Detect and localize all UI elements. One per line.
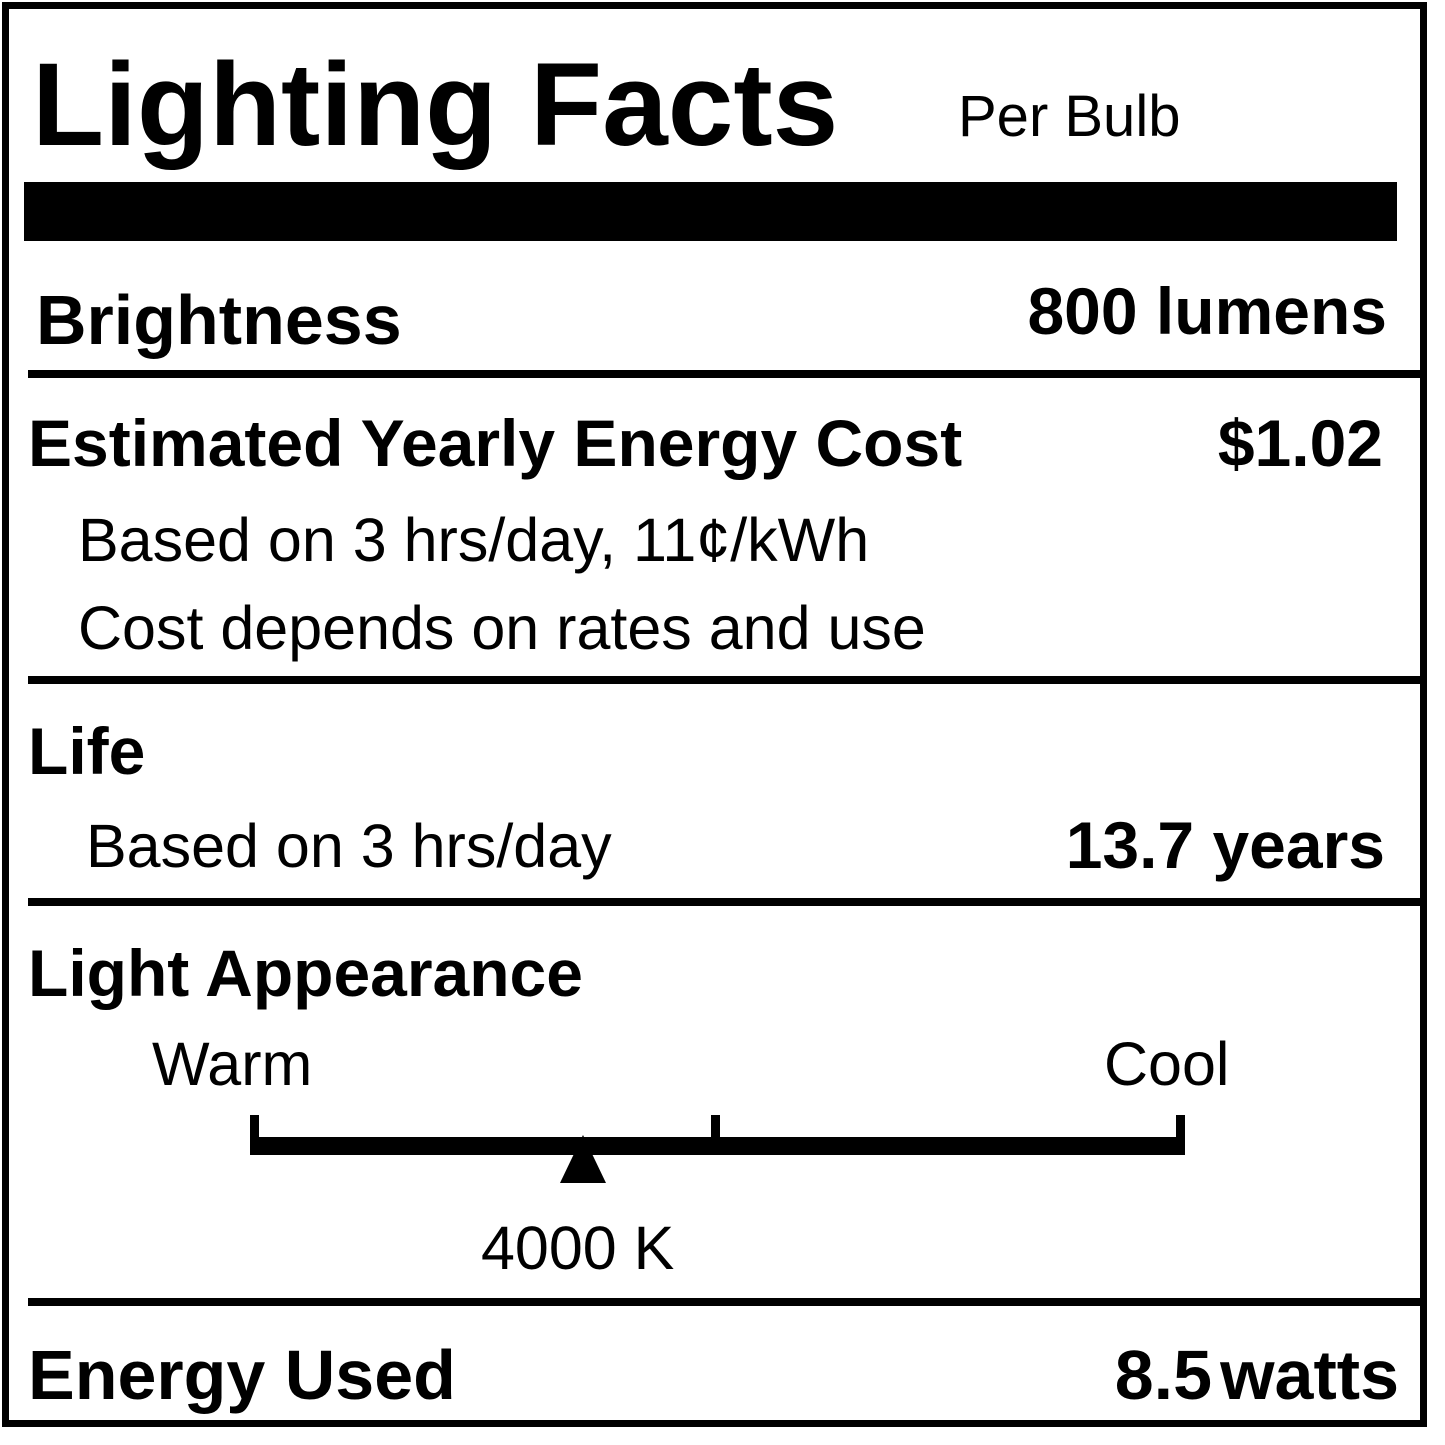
scale-tick-left (250, 1115, 259, 1155)
color-temperature-scale (250, 1115, 1185, 1183)
cost-value: $1.02 (1217, 406, 1383, 480)
scale-tick-right (1176, 1115, 1185, 1155)
brightness-label: Brightness (36, 281, 402, 359)
divider (28, 676, 1424, 684)
energy-value-number: 8.5 (1114, 1336, 1213, 1414)
color-temperature-marker-icon (559, 1135, 606, 1183)
cost-note-1: Based on 3 hrs/day, 11¢/kWh (78, 506, 870, 574)
energy-value: 8.5 watts (1115, 1340, 1399, 1410)
divider (28, 898, 1424, 906)
life-label: Life (28, 714, 146, 788)
brightness-value: 800 lumens (1027, 274, 1387, 348)
cost-label: Estimated Yearly Energy Cost (28, 406, 963, 480)
label-subtitle: Per Bulb (958, 84, 1181, 149)
cost-note-2: Cost depends on rates and use (78, 594, 926, 662)
divider (28, 1298, 1424, 1306)
color-temperature-value: 4000 K (481, 1214, 675, 1282)
life-note: Based on 3 hrs/day (86, 812, 612, 880)
cool-label: Cool (1104, 1030, 1230, 1098)
heavy-rule (24, 182, 1397, 241)
scale-tick-mid (711, 1115, 720, 1155)
label-title: Lighting Facts (32, 39, 839, 171)
life-value: 13.7 years (1065, 808, 1385, 882)
label-border (2, 2, 1427, 1427)
appearance-label: Light Appearance (28, 936, 583, 1010)
energy-value-unit: watts (1220, 1336, 1399, 1414)
divider (28, 370, 1424, 378)
energy-label: Energy Used (28, 1336, 456, 1414)
warm-label: Warm (152, 1030, 313, 1098)
